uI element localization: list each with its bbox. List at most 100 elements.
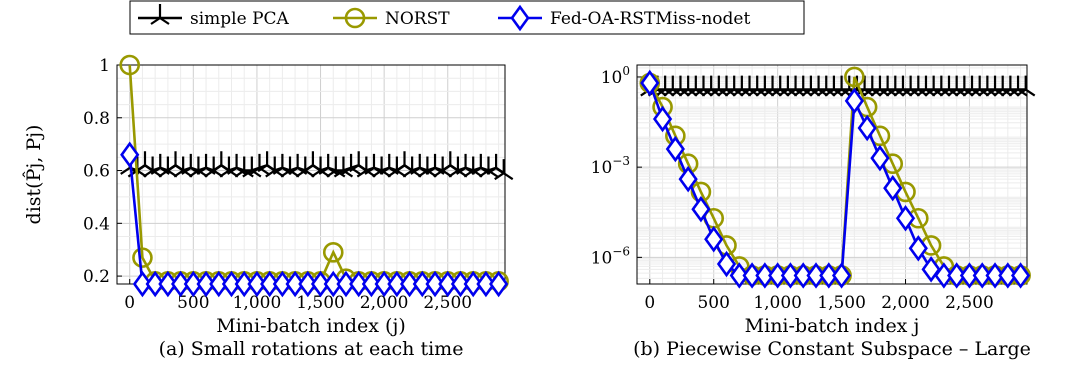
data-point <box>998 262 1018 289</box>
data-point <box>895 205 916 232</box>
data-point <box>303 151 323 173</box>
x-tick-label: 0 <box>124 293 135 313</box>
x-tick-label: 500 <box>697 293 729 313</box>
data-point <box>729 262 749 289</box>
legend-entry: Fed-OA-RSTMiss-nodet <box>498 4 750 32</box>
data-point <box>425 153 445 175</box>
data-point <box>120 141 140 168</box>
x-tick-label: 2,500 <box>945 293 994 313</box>
y-tick-label: 100 <box>601 64 630 88</box>
data-point <box>247 270 267 298</box>
legend-entry: simple PCA <box>138 4 290 29</box>
data-point <box>196 270 216 298</box>
data-point <box>310 270 331 298</box>
data-point <box>183 270 203 298</box>
legend-marker <box>344 7 366 29</box>
data-point <box>908 235 928 262</box>
data-point <box>257 151 277 173</box>
x-tick-label: 1,000 <box>233 293 282 313</box>
data-point <box>387 270 407 298</box>
data-point <box>318 153 338 175</box>
data-point <box>665 135 685 163</box>
data-point <box>463 270 483 298</box>
x-tick-label: 2,000 <box>360 293 409 313</box>
data-point <box>394 151 415 173</box>
data-point <box>844 87 864 115</box>
panel-caption: (a) Small rotations at each time <box>159 338 464 360</box>
grid <box>637 65 1027 284</box>
data-point <box>119 54 141 76</box>
data-point <box>285 270 305 298</box>
series-simple-pca <box>640 75 1036 97</box>
y-tick-label: 0.8 <box>83 109 110 129</box>
legend-marker <box>150 4 170 25</box>
y-tick-label: 0.4 <box>83 214 110 234</box>
data-point <box>211 151 231 173</box>
data-point <box>323 270 343 298</box>
x-tick-label: 500 <box>177 293 209 313</box>
y-tick-label: 1 <box>99 56 110 76</box>
legend-entry: NORST <box>333 7 450 29</box>
series-simple-pca <box>120 151 514 181</box>
legend-label: simple PCA <box>190 9 290 29</box>
data-point <box>883 174 903 202</box>
legend-label: Fed-OA-RSTMiss-nodet <box>550 9 750 29</box>
data-point <box>793 262 813 289</box>
data-point <box>1010 262 1031 289</box>
data-point <box>412 270 432 298</box>
legend: simple PCA NORST Fed-OA-RSTMiss-nodet <box>129 0 805 35</box>
legend-label: NORST <box>385 9 450 29</box>
data-point <box>844 66 865 88</box>
data-point <box>440 151 460 173</box>
data-point <box>780 262 801 289</box>
panel-a: 0 500 1,000 1,500 2,000 2,500 0.2 0.4 0.6 0.8 1 Min… <box>23 54 514 360</box>
data-point <box>652 105 673 133</box>
data-point <box>165 151 186 173</box>
data-point <box>742 262 762 289</box>
data-point <box>226 153 247 175</box>
x-tick-label: 2,000 <box>881 293 930 313</box>
data-point <box>288 153 308 175</box>
data-point <box>819 262 839 289</box>
legend-box <box>129 0 805 35</box>
data-point <box>489 270 509 298</box>
data-point <box>716 250 737 278</box>
panel-b: 0 500 1,000 1,500 2,000 2,500 10−6 10−3 100 Mini-… <box>591 64 1036 360</box>
data-point <box>379 153 399 175</box>
data-point <box>158 270 178 298</box>
data-point <box>298 270 318 298</box>
data-point <box>349 270 369 298</box>
data-point <box>145 270 165 298</box>
data-point <box>755 262 775 289</box>
data-point <box>221 270 242 298</box>
data-point <box>196 153 216 175</box>
data-point <box>934 262 954 289</box>
data-point <box>768 262 788 289</box>
data-point <box>132 270 153 298</box>
y-axis-label: dist(P̂j, Pj) <box>23 125 45 225</box>
panel-caption: (b) Piecewise Constant Subspace – Large <box>633 338 1031 360</box>
y-tick-label: 10−3 <box>591 154 630 178</box>
x-tick-label: 2,500 <box>423 293 472 313</box>
data-point <box>476 270 496 298</box>
data-point <box>870 144 890 172</box>
data-point <box>494 159 514 181</box>
data-point <box>438 270 458 298</box>
data-point <box>806 262 826 289</box>
data-point <box>272 270 292 298</box>
legend-marker <box>510 4 530 32</box>
data-point <box>704 226 724 253</box>
data-point <box>947 262 967 289</box>
x-axis-label: Mini-batch index (j) <box>216 315 406 337</box>
x-axis-label: Mini-batch index j <box>745 315 920 337</box>
data-point <box>209 270 229 298</box>
data-point <box>972 262 992 289</box>
data-point <box>450 270 471 298</box>
data-point <box>361 270 382 298</box>
data-point <box>170 270 191 298</box>
data-point <box>678 165 698 193</box>
x-tick-label: 1,500 <box>817 293 866 313</box>
y-tick-label: 0.2 <box>83 267 110 287</box>
series-fed-oa-rstmiss-nodet <box>120 141 509 298</box>
